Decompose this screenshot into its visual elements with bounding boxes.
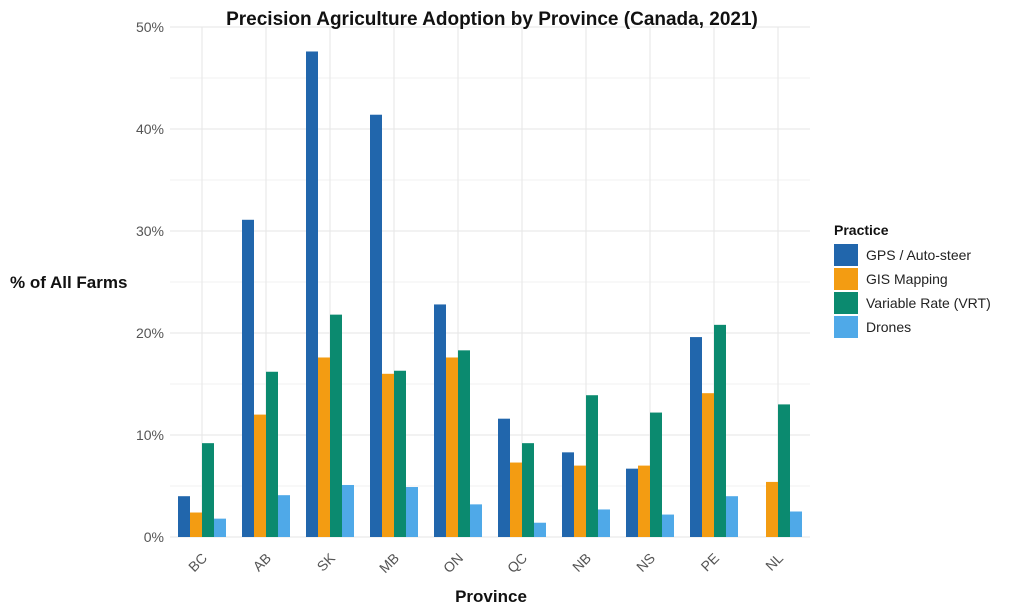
legend-swatch — [834, 268, 858, 290]
x-tick-label: PE — [698, 550, 723, 575]
bar — [766, 481, 778, 537]
x-axis-ticks: BC AB SK MB ON QC NB NS PE NL — [185, 549, 786, 576]
bar — [470, 504, 482, 537]
x-tick-label: MB — [376, 550, 402, 576]
bar — [690, 337, 702, 537]
bar — [318, 357, 330, 537]
legend-label: GPS / Auto-steer — [866, 247, 971, 263]
bar — [190, 512, 202, 537]
y-tick-label: 20% — [136, 325, 164, 341]
legend-swatch — [834, 316, 858, 338]
bar — [702, 393, 714, 537]
y-axis-ticks: 0% 10% 20% 30% 40% 50% — [136, 19, 164, 545]
bar — [714, 324, 726, 537]
legend-label: Variable Rate (VRT) — [866, 295, 991, 311]
y-tick-label: 40% — [136, 121, 164, 137]
bar — [394, 370, 406, 537]
legend-swatch — [834, 244, 858, 266]
legend-label: GIS Mapping — [866, 271, 948, 287]
bar — [534, 522, 546, 537]
legend-title: Practice — [834, 222, 889, 238]
y-tick-label: 50% — [136, 19, 164, 35]
bar — [382, 373, 394, 537]
bar — [330, 314, 342, 537]
y-tick-label: 30% — [136, 223, 164, 239]
bar — [586, 395, 598, 537]
x-tick-label: BC — [185, 550, 210, 575]
bar — [498, 418, 510, 537]
x-tick-label: NL — [762, 550, 786, 574]
bar — [370, 114, 382, 537]
bar — [214, 518, 226, 537]
x-tick-label: AB — [250, 550, 275, 575]
chart-title: Precision Agriculture Adoption by Provin… — [226, 9, 758, 30]
bar — [178, 496, 190, 537]
bar — [626, 468, 638, 537]
bar — [242, 219, 254, 537]
bar — [662, 514, 674, 537]
bar — [650, 412, 662, 537]
x-axis-title: Province — [455, 587, 527, 606]
bar — [638, 465, 650, 537]
x-tick-label: QC — [504, 550, 530, 576]
x-tick-label: NS — [633, 550, 658, 575]
legend-swatch — [834, 292, 858, 314]
bar — [202, 443, 214, 537]
bar — [306, 51, 318, 537]
y-tick-label: 10% — [136, 427, 164, 443]
bar — [342, 484, 354, 537]
y-tick-label: 0% — [144, 529, 164, 545]
bar — [254, 414, 266, 537]
bar — [778, 404, 790, 537]
bar — [510, 462, 522, 537]
bar — [598, 509, 610, 537]
bar — [562, 452, 574, 537]
y-axis-title: % of All Farms — [10, 273, 127, 292]
bar — [406, 487, 418, 537]
bar — [522, 443, 534, 537]
bar — [278, 495, 290, 537]
bars-layer — [178, 51, 802, 537]
bar — [458, 350, 470, 537]
x-tick-label: ON — [440, 550, 466, 576]
bar — [726, 496, 738, 537]
bar — [434, 304, 446, 537]
bar — [574, 465, 586, 537]
bar — [790, 511, 802, 537]
bar — [266, 371, 278, 537]
x-tick-label: SK — [314, 549, 339, 574]
bar — [446, 357, 458, 537]
legend-label: Drones — [866, 319, 911, 335]
legend-items: GPS / Auto-steer GIS Mapping Variable Rate… — [834, 244, 991, 338]
x-tick-label: NB — [569, 550, 594, 575]
legend: Practice GPS / Auto-steer GIS Mapping Vari… — [834, 222, 991, 338]
